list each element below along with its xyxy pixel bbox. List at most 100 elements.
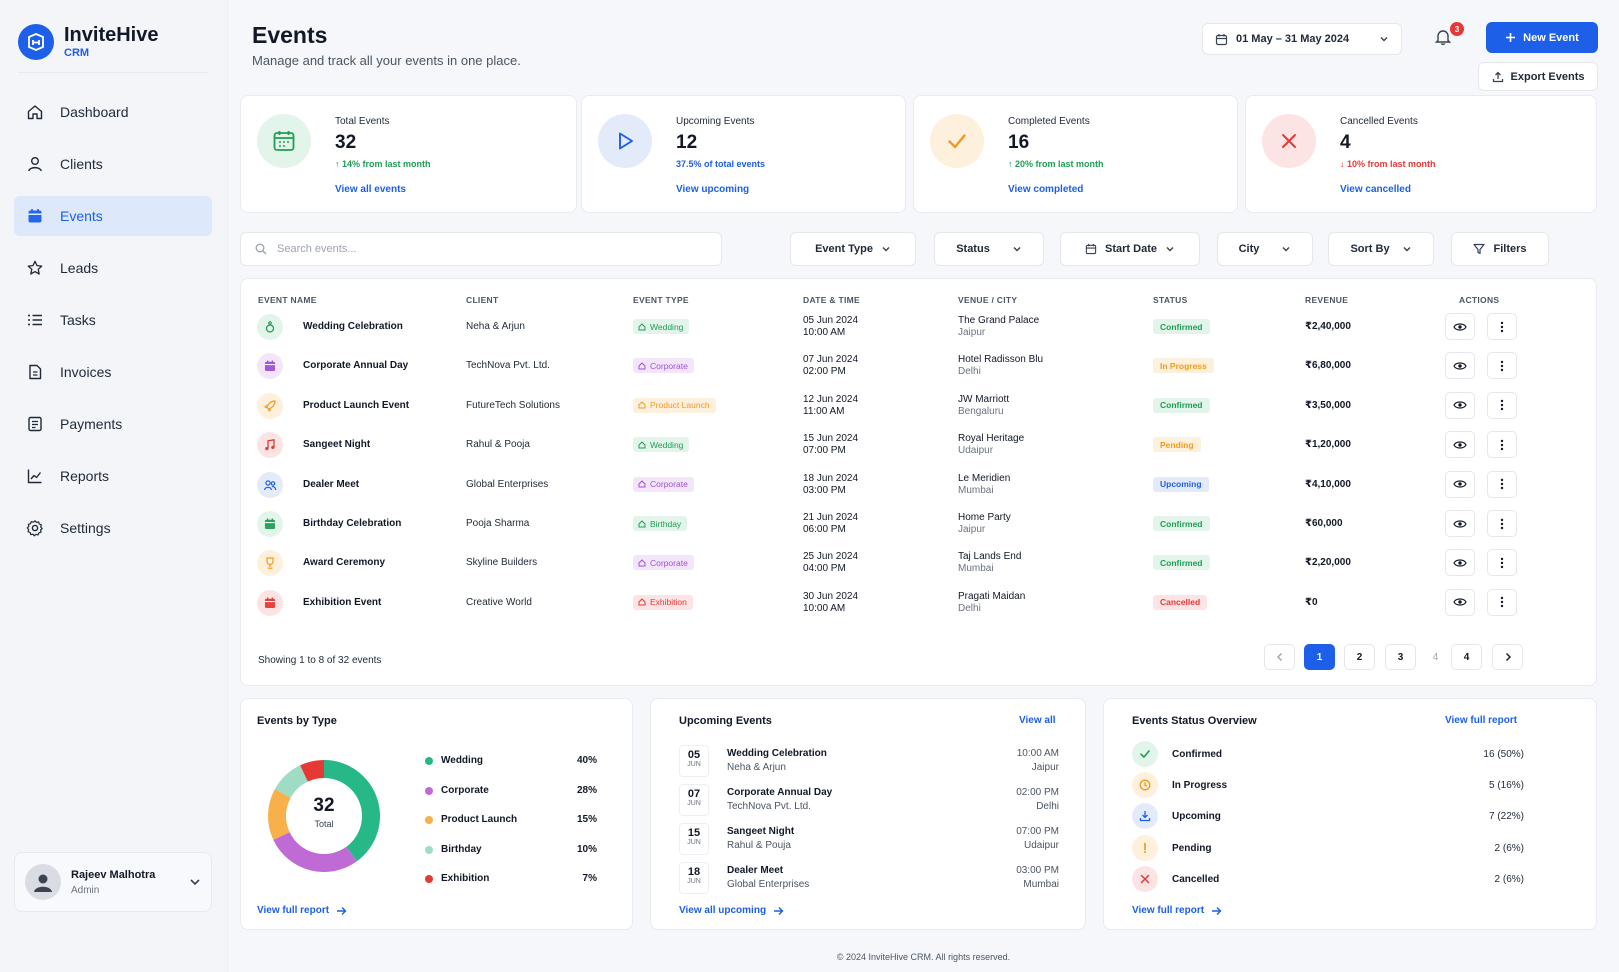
filters-button[interactable]: Filters bbox=[1451, 232, 1549, 266]
chevron-down-icon[interactable] bbox=[189, 876, 201, 888]
legend-dot bbox=[425, 757, 433, 765]
event-type-dropdown[interactable]: Event Type bbox=[790, 232, 916, 266]
table-row[interactable]: Exhibition Event Creative World Exhibiti… bbox=[241, 583, 1596, 623]
page-button-4[interactable]: 4 bbox=[1451, 644, 1482, 670]
view-button[interactable] bbox=[1445, 470, 1475, 498]
view-button[interactable] bbox=[1445, 352, 1475, 380]
more-actions-button[interactable] bbox=[1487, 431, 1517, 459]
upcoming-event-city: Delhi bbox=[1036, 801, 1059, 812]
sidebar-item-settings[interactable]: Settings bbox=[14, 508, 212, 548]
status-dropdown[interactable]: Status bbox=[934, 232, 1044, 266]
view-button[interactable] bbox=[1445, 588, 1475, 616]
view-full-report-link[interactable]: View full report bbox=[1445, 715, 1518, 726]
search-input[interactable] bbox=[277, 243, 677, 255]
link-label: View full report bbox=[1132, 905, 1205, 916]
page-button-2[interactable]: 2 bbox=[1344, 644, 1375, 670]
city-dropdown[interactable]: City bbox=[1217, 232, 1313, 266]
sidebar-item-leads[interactable]: Leads bbox=[14, 248, 212, 288]
table-row[interactable]: Sangeet Night Rahul & Pooja Wedding 15 J… bbox=[241, 425, 1596, 465]
view-button[interactable] bbox=[1445, 391, 1475, 419]
start-date-dropdown[interactable]: Start Date bbox=[1060, 232, 1200, 266]
view-full-report-link[interactable]: View full report bbox=[257, 905, 347, 916]
event-name[interactable]: Corporate Annual Day bbox=[303, 360, 409, 372]
header-event-name[interactable]: EVENT NAME bbox=[258, 295, 317, 305]
table-row[interactable]: Product Launch Event FutureTech Solution… bbox=[241, 386, 1596, 426]
list-item[interactable]: 07 JUN Corporate Annual Day TechNova Pvt… bbox=[679, 784, 1069, 818]
event-datetime: 05 Jun 2024 10:00 AM bbox=[803, 315, 858, 339]
new-event-button[interactable]: New Event bbox=[1486, 22, 1598, 53]
date-range-picker[interactable]: 01 May – 31 May 2024 bbox=[1202, 23, 1402, 55]
event-name[interactable]: Wedding Celebration bbox=[303, 321, 403, 332]
more-actions-button[interactable] bbox=[1487, 588, 1517, 616]
next-page-button[interactable] bbox=[1492, 644, 1523, 670]
header-revenue[interactable]: REVENUE bbox=[1305, 295, 1349, 305]
view-all-events-link[interactable]: View all events bbox=[335, 184, 406, 195]
calendar-icon bbox=[257, 589, 283, 616]
sidebar-item-clients[interactable]: Clients bbox=[14, 144, 212, 184]
date-chip: 05 JUN bbox=[679, 745, 709, 777]
list-item[interactable]: 05 JUN Wedding Celebration Neha & Arjun … bbox=[679, 745, 1069, 779]
event-name[interactable]: Dealer Meet bbox=[303, 478, 360, 490]
more-actions-button[interactable] bbox=[1487, 510, 1517, 537]
table-row[interactable]: Corporate Annual Day TechNova Pvt. Ltd. … bbox=[241, 346, 1596, 386]
view-button[interactable] bbox=[1445, 313, 1475, 340]
event-venue: Home Party Jaipur bbox=[958, 512, 1011, 536]
event-name[interactable]: Award Ceremony bbox=[303, 557, 386, 569]
event-type-label: Corporate bbox=[650, 479, 688, 490]
sidebar-item-payments[interactable]: Payments bbox=[14, 404, 212, 444]
table-row[interactable]: Birthday Celebration Pooja Sharma Birthd… bbox=[241, 504, 1596, 544]
table-row[interactable]: Award Ceremony Skyline Builders Corporat… bbox=[241, 543, 1596, 583]
event-name[interactable]: Exhibition Event bbox=[303, 596, 382, 608]
more-actions-button[interactable] bbox=[1487, 391, 1517, 419]
page-button-3[interactable]: 3 bbox=[1385, 644, 1416, 670]
view-button[interactable] bbox=[1445, 549, 1475, 577]
status-name: In Progress bbox=[1172, 780, 1228, 792]
list-item[interactable]: 18 JUN Dealer Meet Global Enterprises 03… bbox=[679, 862, 1069, 896]
table-row[interactable]: Wedding Celebration Neha & Arjun Wedding… bbox=[241, 307, 1596, 347]
sidebar-item-invoices[interactable]: Invoices bbox=[14, 352, 212, 392]
view-button[interactable] bbox=[1445, 510, 1475, 537]
event-name[interactable]: Birthday Celebration bbox=[303, 518, 402, 529]
more-actions-button[interactable] bbox=[1487, 313, 1517, 340]
user-card[interactable]: Rajeev Malhotra Admin bbox=[14, 852, 212, 912]
header-client[interactable]: CLIENT bbox=[466, 295, 499, 305]
sort-by-dropdown[interactable]: Sort By bbox=[1328, 232, 1434, 266]
more-actions-button[interactable] bbox=[1487, 470, 1517, 498]
page-button-4-plain[interactable]: 4 bbox=[1432, 651, 1439, 663]
view-full-report-footer-link[interactable]: View full report bbox=[1132, 905, 1222, 916]
legend-value: 7% bbox=[582, 873, 597, 884]
export-events-button[interactable]: Export Events bbox=[1478, 62, 1598, 91]
prev-page-button[interactable] bbox=[1264, 644, 1295, 670]
header-event-type[interactable]: EVENT TYPE bbox=[633, 295, 689, 305]
list-item[interactable]: 15 JUN Sangeet Night Rahul & Pouja 07:00… bbox=[679, 823, 1069, 857]
sidebar-item-dashboard[interactable]: Dashboard bbox=[14, 92, 212, 132]
bell-icon[interactable] bbox=[1434, 28, 1456, 50]
sidebar-item-tasks[interactable]: Tasks bbox=[14, 300, 212, 340]
search-box[interactable] bbox=[240, 232, 722, 266]
event-name[interactable]: Sangeet Night bbox=[303, 439, 371, 451]
more-actions-button[interactable] bbox=[1487, 352, 1517, 380]
sidebar-item-reports[interactable]: Reports bbox=[14, 456, 212, 496]
page-button-1[interactable]: 1 bbox=[1304, 644, 1335, 670]
table-row[interactable]: Dealer Meet Global Enterprises Corporate… bbox=[241, 465, 1596, 505]
view-all-link[interactable]: View all bbox=[1019, 715, 1056, 726]
status-overview-card: Events Status Overview View full report … bbox=[1103, 698, 1597, 930]
event-time: 10:00 AM bbox=[803, 602, 846, 614]
more-actions-button[interactable] bbox=[1487, 549, 1517, 577]
date-chip: 18 JUN bbox=[679, 862, 709, 894]
header-status[interactable]: STATUS bbox=[1153, 295, 1188, 305]
view-cancelled-link[interactable]: View cancelled bbox=[1340, 184, 1411, 195]
header-venue-city[interactable]: VENUE / CITY bbox=[958, 295, 1018, 305]
view-upcoming-link[interactable]: View upcoming bbox=[676, 184, 750, 195]
kebab-icon bbox=[1500, 596, 1504, 608]
view-all-upcoming-link[interactable]: View all upcoming bbox=[679, 905, 784, 916]
view-button[interactable] bbox=[1445, 431, 1475, 459]
donut-slice-birthday bbox=[274, 765, 308, 798]
brand[interactable]: InviteHive CRM bbox=[18, 24, 158, 60]
sidebar-item-events[interactable]: Events bbox=[14, 196, 212, 236]
view-completed-link[interactable]: View completed bbox=[1008, 184, 1084, 195]
header-date-time[interactable]: DATE & TIME bbox=[803, 295, 860, 305]
event-name[interactable]: Product Launch Event bbox=[303, 399, 410, 411]
status-row-in-progress: In Progress 5 (16%) bbox=[1132, 772, 1532, 800]
stat-label: Cancelled Events bbox=[1340, 116, 1418, 127]
